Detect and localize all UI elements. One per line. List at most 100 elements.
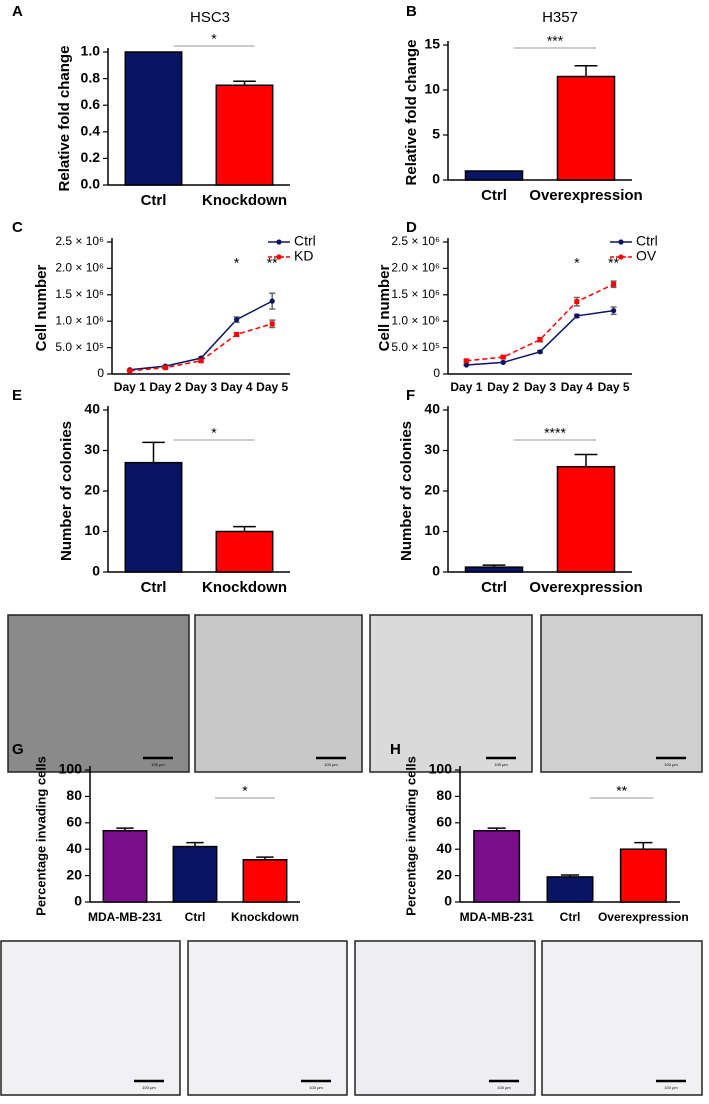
bar — [215, 530, 274, 573]
y-tick-label: 0.2 — [81, 149, 101, 165]
y-tick-label: 2.0 × 10⁶ — [391, 261, 440, 275]
legend-label: KD — [294, 248, 313, 264]
y-tick-label: 0 — [432, 171, 440, 187]
y-tick-label: 5.0 × 10⁵ — [391, 340, 440, 354]
x-tick-label: Day 4 — [561, 380, 593, 394]
x-tick-label: Knockdown — [202, 579, 287, 596]
y-tick-label: 30 — [84, 441, 100, 457]
y-tick-label: 0 — [92, 563, 100, 579]
bar — [546, 876, 594, 903]
x-tick-label: Knockdown — [231, 910, 299, 924]
micrograph — [0, 940, 181, 1096]
y-tick-label: 1.0 — [81, 43, 101, 59]
x-tick-label: Day 2 — [149, 380, 181, 394]
legend-marker — [618, 239, 624, 245]
micrograph — [369, 614, 533, 773]
y-tick-label: 0 — [74, 893, 82, 909]
significance-label: ** — [608, 255, 619, 271]
scale-bar-label: 100 μm — [494, 762, 508, 767]
scale-bar-label: 100 μm — [664, 1085, 678, 1090]
panel-label: F — [406, 387, 415, 404]
y-tick-label: 2.5 × 10⁶ — [391, 234, 440, 248]
x-tick-label: Overexpression — [529, 187, 642, 204]
y-tick-label: 0.4 — [81, 123, 101, 139]
micrograph — [541, 940, 703, 1096]
marker — [463, 362, 469, 368]
y-tick-label: 1.0 × 10⁶ — [391, 313, 440, 327]
bar — [242, 859, 288, 903]
micrograph — [540, 614, 703, 773]
chart-title: HSC3 — [190, 9, 230, 26]
x-tick-label: Overexpression — [529, 579, 642, 596]
micrograph — [194, 614, 363, 773]
marker — [611, 308, 617, 314]
marker — [537, 337, 543, 343]
panel-label: E — [12, 387, 22, 404]
marker — [500, 359, 506, 365]
x-tick-label: Day 3 — [185, 380, 217, 394]
bar — [102, 829, 148, 903]
y-tick-label: 20 — [424, 482, 440, 498]
legend-label: Ctrl — [294, 233, 316, 249]
marker — [611, 281, 617, 287]
y-tick-label: 0 — [432, 563, 440, 579]
y-tick-label: 40 — [66, 840, 82, 856]
micrograph — [7, 614, 190, 773]
legend-label: OV — [636, 248, 657, 264]
panel-label: C — [12, 219, 23, 236]
y-axis-label: Percentage invading cells — [33, 756, 48, 916]
micrograph — [354, 940, 536, 1096]
y-axis-label: Number of colonies — [398, 421, 415, 561]
chart-title: H357 — [542, 9, 578, 26]
legend-marker — [276, 239, 282, 245]
significance-label: * — [242, 783, 248, 799]
panel-label: G — [12, 741, 24, 758]
scale-bar-label: 100 μm — [309, 1085, 323, 1090]
micrograph — [187, 940, 348, 1096]
bar — [473, 829, 521, 903]
y-axis-label: Cell number — [33, 264, 50, 351]
y-tick-label: 0 — [433, 366, 440, 380]
x-tick-label: Day 2 — [487, 380, 519, 394]
significance-label: * — [211, 31, 217, 47]
y-tick-label: 30 — [424, 441, 440, 457]
significance-label: ** — [616, 783, 627, 799]
significance-label: * — [211, 425, 217, 441]
y-tick-label: 40 — [436, 840, 452, 856]
y-tick-label: 10 — [424, 522, 440, 538]
x-tick-label: Knockdown — [202, 192, 287, 209]
y-tick-label: 80 — [436, 787, 452, 803]
y-tick-label: 40 — [424, 401, 440, 417]
y-axis-label: Percentage invading cells — [403, 756, 418, 916]
y-tick-label: 20 — [66, 866, 82, 882]
significance-label: *** — [547, 33, 564, 49]
x-tick-label: Day 5 — [598, 380, 630, 394]
line — [129, 323, 273, 372]
significance-label: * — [234, 255, 240, 271]
marker — [574, 313, 580, 319]
x-tick-label: Ctrl — [141, 192, 167, 209]
y-tick-label: 5.0 × 10⁵ — [55, 340, 104, 354]
bar — [464, 566, 524, 573]
y-tick-label: 100 — [429, 761, 453, 777]
x-tick-label: Day 1 — [114, 380, 146, 394]
legend-label: Ctrl — [636, 233, 658, 249]
y-tick-label: 20 — [84, 482, 100, 498]
bar — [215, 84, 274, 186]
marker — [234, 317, 240, 323]
y-tick-label: 2.5 × 10⁶ — [55, 234, 104, 248]
x-tick-label: Day 5 — [256, 380, 288, 394]
y-tick-label: 80 — [66, 787, 82, 803]
scale-bar-label: 100 μm — [142, 1085, 156, 1090]
marker — [127, 368, 133, 374]
scale-bar-label: 100 μm — [324, 762, 338, 767]
marker — [537, 349, 543, 355]
y-tick-label: 1.0 × 10⁶ — [55, 313, 104, 327]
panel-label: B — [406, 3, 417, 20]
y-tick-label: 20 — [436, 866, 452, 882]
x-tick-label: MDA-MB-231 — [88, 910, 162, 924]
y-tick-label: 60 — [436, 814, 452, 830]
marker — [162, 365, 168, 371]
x-tick-label: Ctrl — [185, 910, 206, 924]
y-axis-label: Cell number — [376, 264, 393, 351]
